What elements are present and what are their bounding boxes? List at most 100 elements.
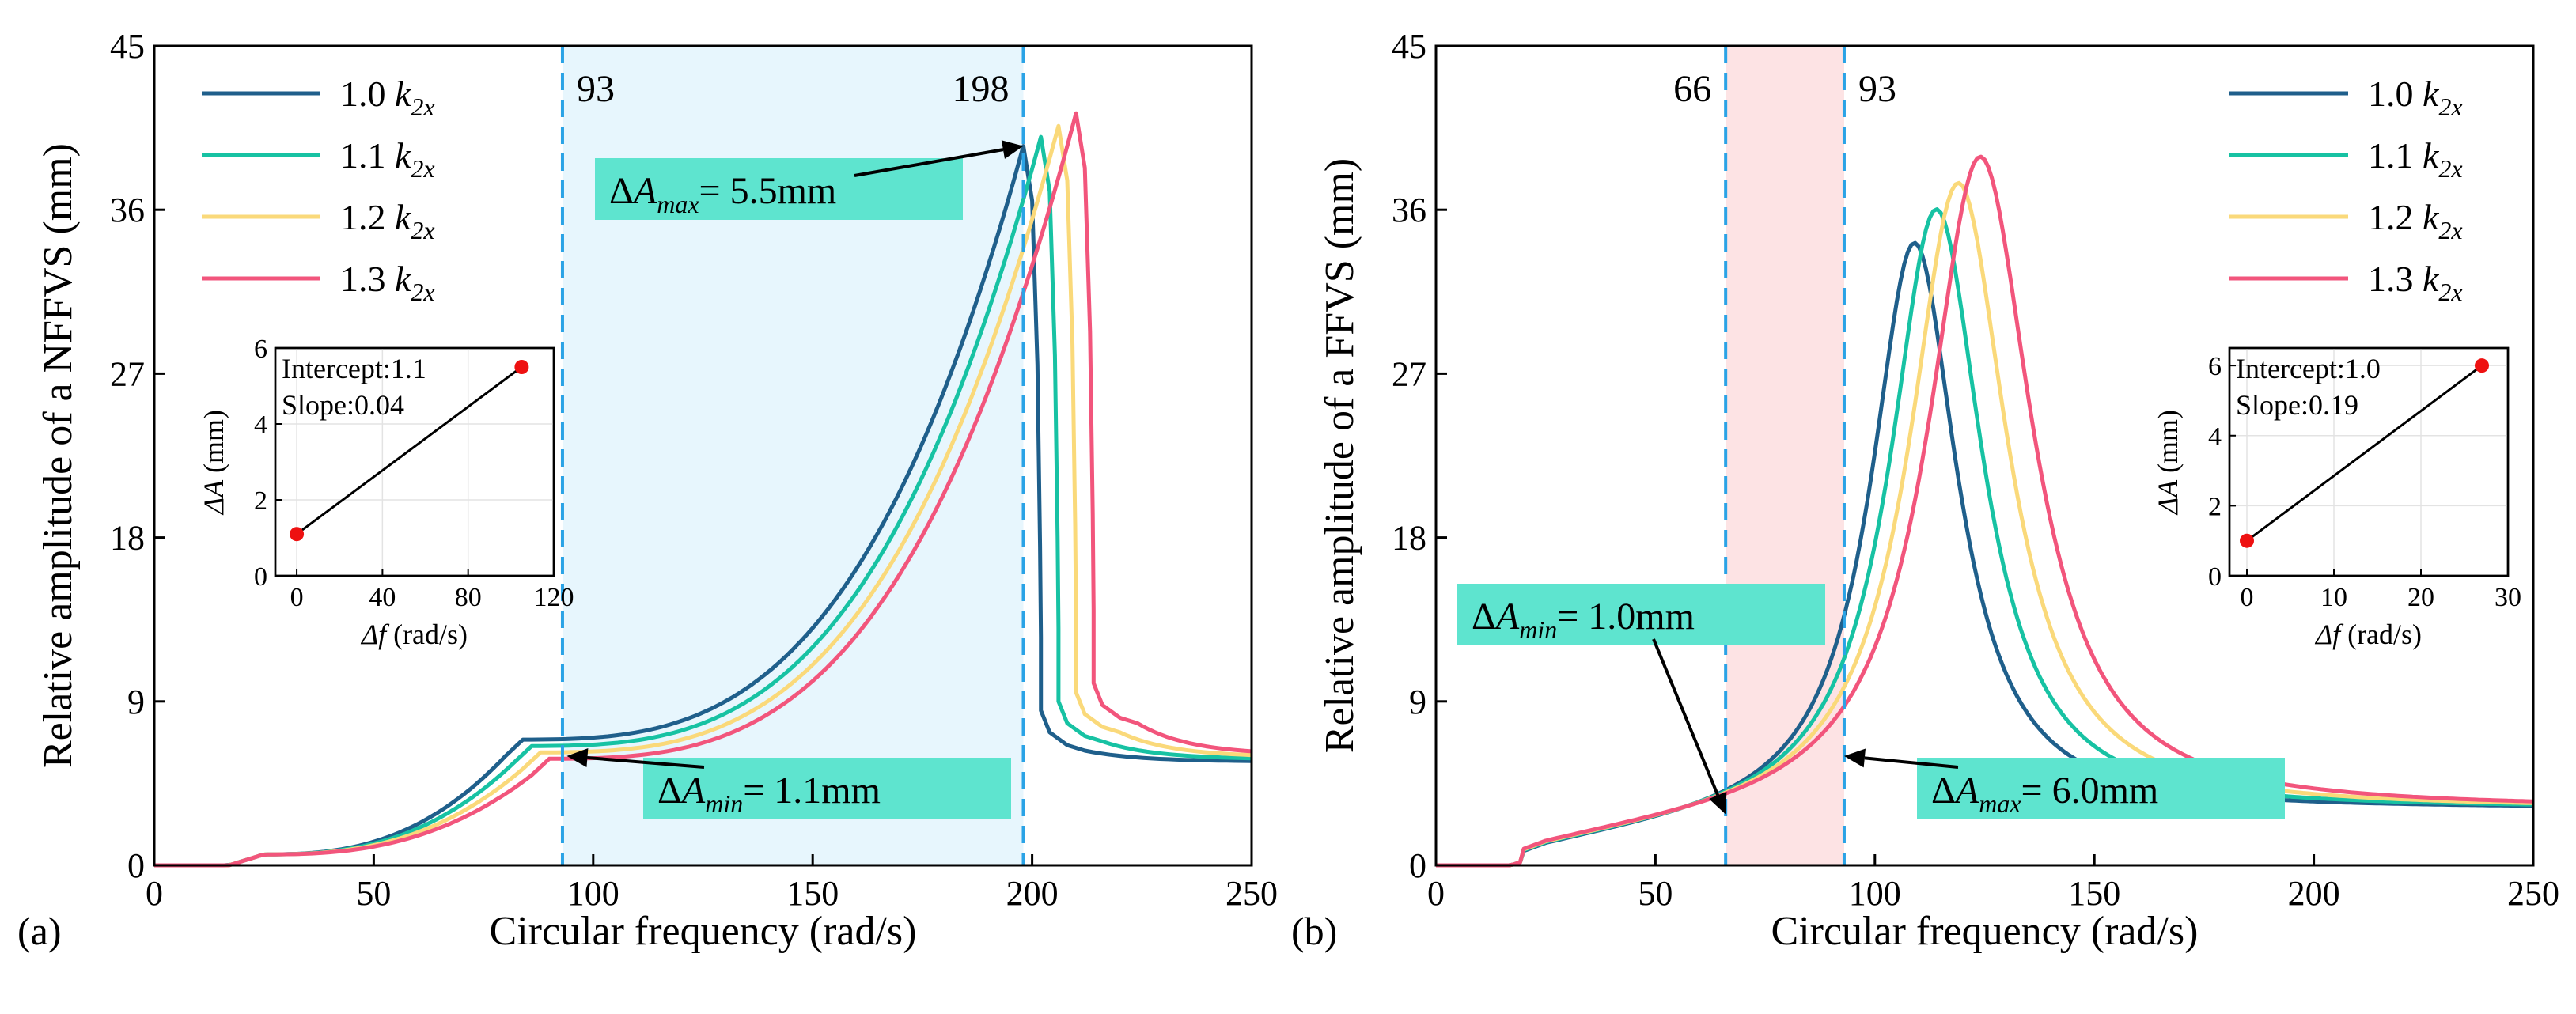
panel-a-y-axis-label: Relative amplitude of a NFFVS (mm) [36, 143, 81, 768]
vline-label: 66 [1673, 68, 1711, 110]
x-tick-label: 0 [1427, 874, 1445, 913]
y-tick-label: 27 [1392, 354, 1426, 393]
inset-y-tick-label: 2 [254, 486, 267, 516]
inset-data-point [2240, 533, 2254, 548]
x-tick-label: 50 [356, 874, 391, 913]
inset-slope-text: Slope:0.19 [2236, 389, 2358, 421]
inset-fit-line [2246, 364, 2483, 542]
series-line [1436, 154, 2534, 868]
legend-label: 1.3 k2x [2368, 259, 2463, 306]
y-tick-label: 45 [1392, 27, 1426, 66]
y-tick-label: 9 [1409, 683, 1426, 721]
annotation-arrow [854, 148, 1004, 177]
inset-y-tick-label: 6 [2208, 352, 2222, 381]
y-tick-label: 0 [127, 846, 145, 885]
annotation-box [1917, 758, 2285, 819]
legend-label: 1.1 k2x [2368, 135, 2463, 183]
inset-x-tick-label: 30 [2495, 583, 2521, 612]
y-tick-label: 27 [110, 354, 145, 393]
inset-x-tick-label: 20 [2407, 583, 2434, 612]
y-tick-label: 36 [1392, 191, 1426, 229]
inset-intercept-text: Intercept:1.1 [282, 353, 426, 384]
inset-border [274, 346, 555, 577]
inset-x-label: Δf (rad/s) [360, 619, 468, 650]
annotation-text: ΔAmin= 1.0mm [1472, 596, 1695, 644]
y-tick-label: 18 [1392, 519, 1426, 558]
y-tick-label: 0 [1409, 846, 1426, 885]
inset-y-tick-label: 6 [254, 335, 267, 364]
annotation-arrowhead [1001, 140, 1024, 159]
annotation-text: ΔAmax= 5.5mm [609, 170, 836, 218]
panel-a: 93 198 0 50 100 150 200 250 0 9 18 27 36 45 Circula… [17, 27, 1278, 954]
panel-b-series [1436, 154, 2534, 868]
x-tick-label: 250 [2507, 874, 2559, 913]
vline-label: 198 [953, 68, 1010, 110]
inset-border [2228, 346, 2510, 577]
inset-x-tick-label: 40 [369, 583, 396, 612]
legend-label: 1.3 k2x [340, 259, 435, 306]
panel-a-plot-frame [153, 44, 1253, 867]
panel-a-x-axis-label: Circular frequency (rad/s) [490, 909, 917, 954]
inset-slope-text: Slope:0.04 [282, 389, 404, 421]
annotation-box [643, 758, 1011, 819]
x-tick-label: 100 [567, 874, 619, 913]
panel-b-y-axis-label: Relative amplitude of a FFVS (mm) [1317, 158, 1362, 753]
vline-label: 93 [1858, 68, 1896, 110]
panel-b-legend: 1.0 k2x 1.1 k2x 1.2 k2x 1.3 k2x [2229, 74, 2463, 306]
y-tick-label: 36 [110, 191, 145, 229]
legend-label: 1.0 k2x [2368, 74, 2463, 121]
inset-x-tick-label: 10 [2320, 583, 2347, 612]
x-tick-label: 200 [2288, 874, 2340, 913]
annotation-arrow [587, 755, 705, 769]
y-tick-label: 18 [110, 519, 145, 558]
legend-label: 1.0 k2x [340, 74, 435, 121]
inset-y-label: ΔA (mm) [198, 410, 229, 516]
annotation-arrow [1652, 638, 1720, 796]
annotation-text: ΔAmin= 1.1mm [657, 770, 881, 818]
annotation-arrow [1864, 756, 1959, 769]
inset-intercept-text: Intercept:1.0 [2236, 353, 2381, 384]
panel-b-label: (b) [1291, 909, 1337, 953]
annotation-arrowhead [566, 748, 589, 767]
y-tick-label: 45 [110, 27, 145, 66]
panel-b-inset: 0 10 20 30 0 2 4 6 Intercept:1.0 Slope:0.19 Δf (ra… [2152, 346, 2521, 650]
annotation-box [1457, 584, 1825, 645]
inset-frame [2228, 346, 2510, 577]
x-tick-label: 200 [1006, 874, 1059, 913]
panel-a-legend: 1.0 k2x 1.1 k2x 1.2 k2x 1.3 k2x [202, 74, 435, 306]
x-tick-label: 0 [146, 874, 163, 913]
x-tick-label: 100 [1849, 874, 1901, 913]
inset-y-tick-label: 4 [2208, 422, 2222, 452]
inset-fit-line [296, 365, 523, 535]
inset-x-tick-label: 0 [2241, 583, 2254, 612]
panel-b-plot-frame [1434, 44, 2535, 867]
inset-data-point [2475, 358, 2489, 373]
inset-x-label: Δf (rad/s) [2314, 619, 2422, 650]
inset-y-tick-label: 4 [254, 411, 267, 440]
x-tick-label: 150 [786, 874, 839, 913]
legend-label: 1.1 k2x [340, 135, 435, 183]
vline-label: 93 [577, 68, 615, 110]
inset-frame [274, 346, 555, 577]
annotation-text: ΔAmax= 6.0mm [1931, 770, 2158, 818]
panel-a-series [154, 111, 1252, 868]
inset-y-tick-label: 0 [2208, 562, 2222, 592]
inset-data-point [290, 527, 305, 542]
inset-x-tick-label: 80 [455, 583, 482, 612]
series-line [154, 111, 1252, 868]
legend-label: 1.2 k2x [340, 197, 435, 244]
inset-y-tick-label: 0 [254, 562, 267, 592]
x-tick-label: 50 [1638, 874, 1673, 913]
annotation-arrowhead [1843, 748, 1866, 768]
annotation-arrowhead [1709, 791, 1727, 815]
y-tick-label: 9 [127, 683, 145, 721]
inset-y-tick-label: 2 [2208, 492, 2222, 521]
panel-a-inset: 0 40 80 120 0 2 4 6 Intercept:1.1 Slope:0.04 Δf (r… [198, 335, 574, 650]
inset-y-label: ΔA (mm) [2152, 410, 2184, 516]
x-tick-label: 250 [1225, 874, 1278, 913]
panel-a-label: (a) [17, 909, 62, 953]
inset-x-tick-label: 120 [534, 583, 574, 612]
panel-b-x-axis-label: Circular frequency (rad/s) [1771, 909, 2199, 954]
